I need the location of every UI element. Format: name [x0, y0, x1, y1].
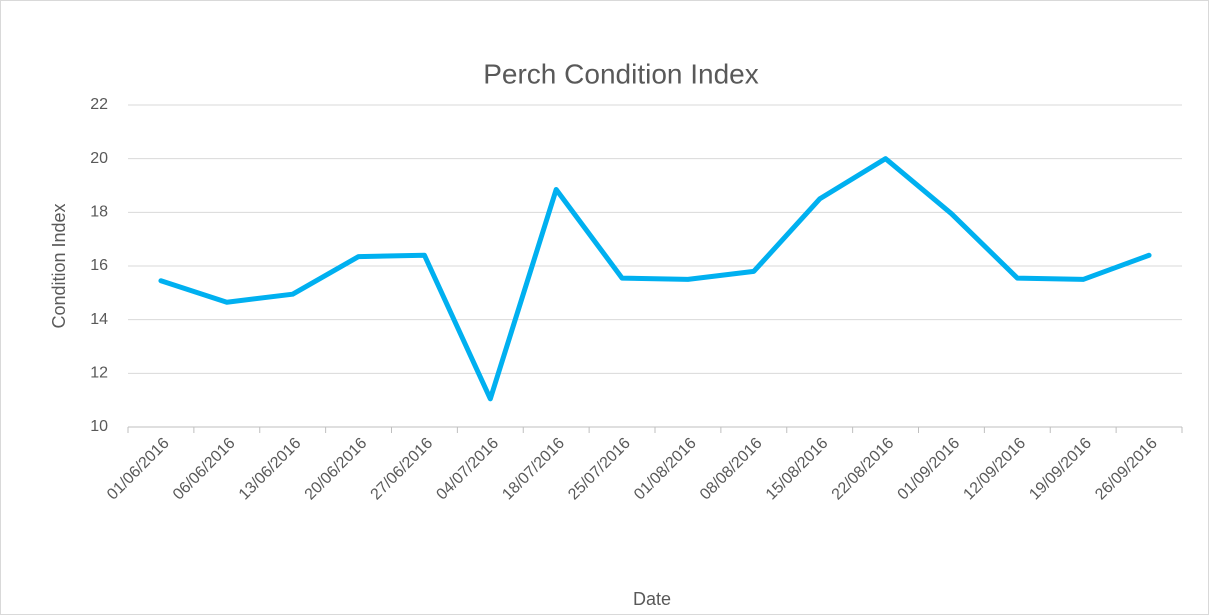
y-tick-label: 18 — [90, 204, 108, 221]
x-axis-label: Date — [633, 589, 671, 609]
data-line — [158, 156, 1152, 402]
chart-title: Perch Condition Index — [483, 58, 759, 89]
y-tick-label: 22 — [90, 96, 108, 113]
y-tick-label: 16 — [90, 257, 108, 274]
y-axis-label: Condition Index — [49, 203, 69, 328]
y-tick-label: 10 — [90, 418, 108, 435]
y-tick-label: 20 — [90, 150, 108, 167]
y-tick-label: 14 — [90, 311, 108, 328]
y-tick-label: 12 — [90, 365, 108, 382]
